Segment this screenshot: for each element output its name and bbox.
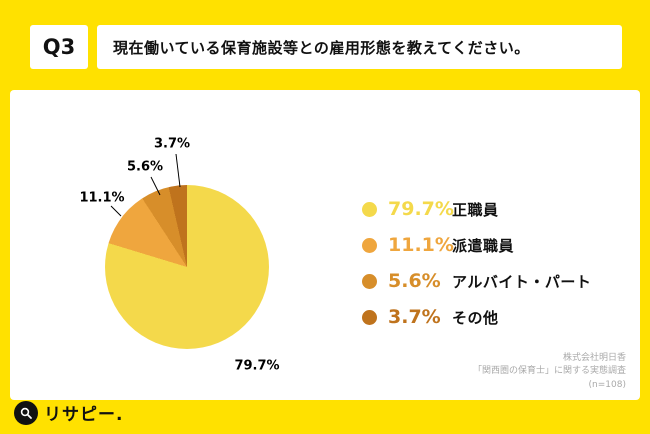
legend-label: その他 bbox=[452, 308, 499, 327]
legend-dot bbox=[362, 273, 377, 289]
source-company: 株式会社明日香 bbox=[562, 352, 626, 363]
legend-label: 派遣職員 bbox=[452, 236, 515, 255]
header: Q3 現在働いている保育施設等との雇用形態を教えてください。 bbox=[30, 25, 622, 69]
legend-dot bbox=[362, 237, 377, 253]
legend-label: アルバイト・パート bbox=[452, 272, 592, 291]
pie-value-label: 5.6% bbox=[126, 159, 164, 175]
chart-card: 79.7% 11.1% 5.6% 3.7% 79.7% 正職員 11.1% 派遣… bbox=[10, 90, 640, 400]
legend-dot bbox=[362, 309, 377, 325]
source-sample-size: (n=108) bbox=[588, 379, 626, 390]
legend-item: 3.7% その他 bbox=[362, 306, 591, 328]
brand-logo-text: リサピー. bbox=[44, 405, 124, 425]
legend-item: 5.6% アルバイト・パート bbox=[362, 270, 591, 292]
magnifier-icon bbox=[14, 400, 38, 425]
pie-value-label: 11.1% bbox=[79, 190, 125, 206]
legend-pct: 3.7% bbox=[388, 306, 441, 328]
pie-value-label: 3.7% bbox=[153, 136, 191, 152]
survey-source-note: 株式会社明日香 「関西圏の保育士」に関する実態調査 (n=108) bbox=[473, 352, 626, 393]
question-title: 現在働いている保育施設等との雇用形態を教えてください。 bbox=[97, 25, 622, 69]
pie-chart bbox=[105, 185, 269, 349]
legend: 79.7% 正職員 11.1% 派遣職員 5.6% アルバイト・パート 3.7%… bbox=[362, 198, 591, 328]
question-number-badge: Q3 bbox=[30, 25, 88, 69]
legend-pct: 79.7% bbox=[388, 198, 454, 220]
source-survey-title: 「関西圏の保育士」に関する実態調査 bbox=[472, 366, 626, 376]
brand-logo: リサピー. bbox=[14, 400, 123, 425]
legend-pct: 11.1% bbox=[388, 234, 454, 256]
pie-value-label: 79.7% bbox=[234, 358, 280, 374]
legend-pct: 5.6% bbox=[388, 270, 441, 292]
legend-item: 11.1% 派遣職員 bbox=[362, 234, 591, 256]
legend-dot bbox=[362, 201, 377, 217]
legend-label: 正職員 bbox=[452, 200, 499, 219]
legend-item: 79.7% 正職員 bbox=[362, 198, 591, 220]
